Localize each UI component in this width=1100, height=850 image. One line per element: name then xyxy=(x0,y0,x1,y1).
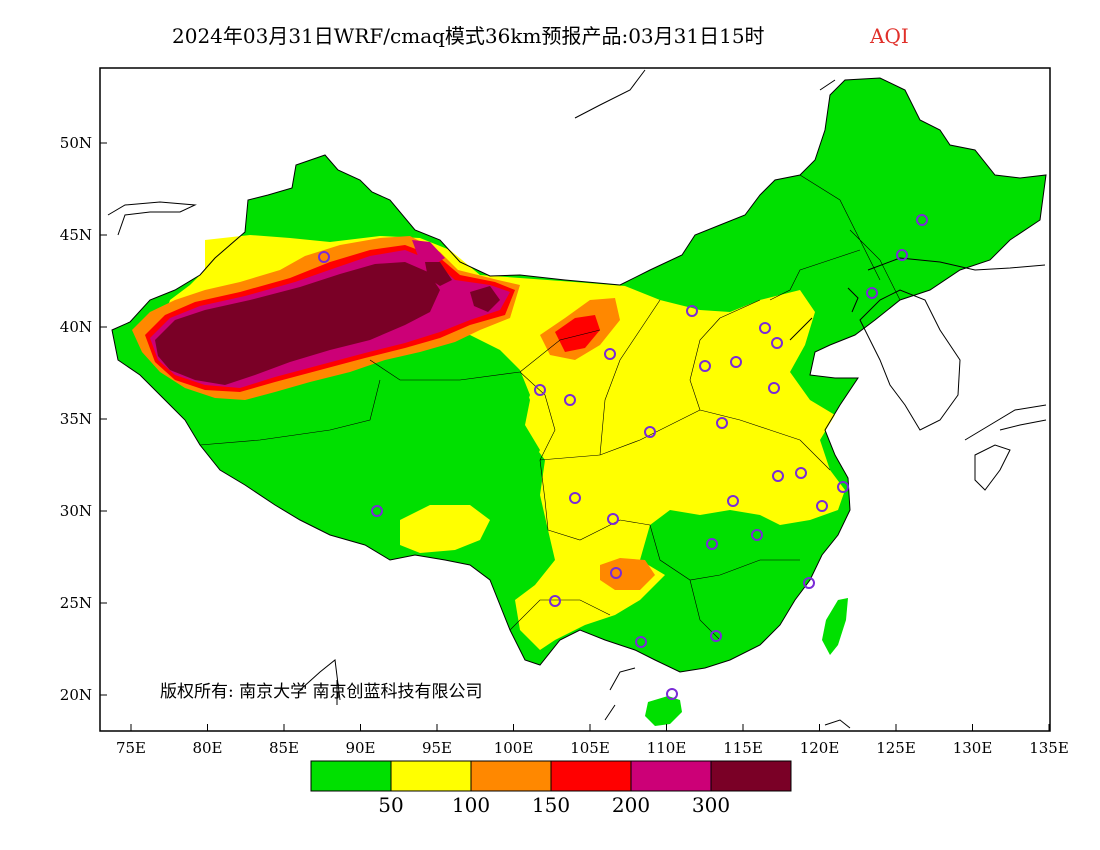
y-tick-label: 30N xyxy=(60,502,92,520)
station-marker xyxy=(666,688,678,700)
map-frame xyxy=(99,67,1051,732)
y-tick-label: 25N xyxy=(60,594,92,612)
y-tick-label: 20N xyxy=(60,686,92,704)
x-tick-label: 95E xyxy=(422,739,452,757)
x-tick-label: 125E xyxy=(876,739,916,757)
station-marker xyxy=(569,492,581,504)
legend-swatch xyxy=(470,760,552,792)
x-tick-label: 115E xyxy=(723,739,763,757)
legend-label: 50 xyxy=(378,793,403,817)
station-marker xyxy=(610,567,622,579)
station-marker xyxy=(604,348,616,360)
monitoring-stations xyxy=(318,214,928,700)
x-tick-label: 100E xyxy=(494,739,534,757)
aqi-moderate-region-south xyxy=(400,505,490,553)
station-marker xyxy=(699,360,711,372)
y-tick-label: 50N xyxy=(60,134,92,152)
province-borders xyxy=(199,174,901,641)
station-marker xyxy=(710,630,722,642)
southeast-asia-coast xyxy=(299,659,851,729)
station-marker xyxy=(730,356,742,368)
legend-swatch xyxy=(310,760,392,792)
station-marker xyxy=(916,214,928,226)
legend-swatch xyxy=(710,760,792,792)
y-tick-label: 45N xyxy=(60,226,92,244)
x-tick-label: 135E xyxy=(1029,739,1069,757)
legend-label: 300 xyxy=(692,793,730,817)
station-marker xyxy=(727,495,739,507)
legend-swatch xyxy=(390,760,472,792)
legend-swatch xyxy=(630,760,712,792)
x-tick-label: 85E xyxy=(269,739,299,757)
station-marker xyxy=(768,382,780,394)
variable-label: AQI xyxy=(869,24,909,48)
national-border xyxy=(111,77,1047,673)
copyright-notice: 版权所有: 南京大学 南京创蓝科技有限公司 xyxy=(160,682,483,702)
aqi-hazardous-spot xyxy=(425,262,452,286)
y-tick-label: 40N xyxy=(60,318,92,336)
taiwan-island xyxy=(822,598,848,655)
x-tick-label: 110E xyxy=(647,739,687,757)
x-axis: 75E 80E 85E 90E 95E 100E 105E 110E 115E 120E 125E 1… xyxy=(116,724,1069,757)
y-tick-label: 35N xyxy=(60,410,92,428)
hainan-island xyxy=(645,696,682,726)
x-tick-label: 75E xyxy=(116,739,146,757)
korean-peninsula xyxy=(859,289,961,431)
station-marker xyxy=(534,384,546,396)
x-tick-label: 120E xyxy=(800,739,840,757)
neighbor-borders xyxy=(574,69,1046,271)
legend-label: 200 xyxy=(612,793,650,817)
station-marker xyxy=(795,467,807,479)
station-marker xyxy=(564,394,576,406)
aqi-usg-region-guizhou xyxy=(600,558,655,590)
station-marker xyxy=(716,417,728,429)
x-tick-label: 130E xyxy=(953,739,993,757)
aqi-unhealthy-spot xyxy=(555,315,600,352)
aqi-hazardous-region xyxy=(155,262,440,385)
station-marker xyxy=(635,636,647,648)
station-marker xyxy=(866,287,878,299)
station-marker xyxy=(896,249,908,261)
x-tick-label: 80E xyxy=(192,739,222,757)
station-marker xyxy=(751,529,763,541)
station-marker xyxy=(772,470,784,482)
station-marker xyxy=(549,595,561,607)
x-tick-label: 105E xyxy=(570,739,610,757)
legend-swatch xyxy=(550,760,632,792)
station-marker xyxy=(837,481,849,493)
map-title: 2024年03月31日WRF/cmaq模式36km预报产品:03月31日15时 xyxy=(172,24,765,48)
station-marker xyxy=(706,538,718,550)
station-marker xyxy=(759,322,771,334)
caspian-sea xyxy=(107,201,197,236)
japan-coast xyxy=(964,404,1047,491)
station-marker xyxy=(686,305,698,317)
legend-label: 100 xyxy=(452,793,490,817)
y-axis: 50N 45N 40N 35N 30N 25N 20N xyxy=(60,134,107,704)
map-area: 版权所有: 南京大学 南京创蓝科技有限公司 xyxy=(107,69,1047,729)
station-marker xyxy=(607,513,619,525)
bohai-coast xyxy=(789,287,859,341)
legend-label: 150 xyxy=(532,793,570,817)
color-legend: 50 100 150 200 300 xyxy=(310,760,792,817)
station-marker xyxy=(371,505,383,517)
x-tick-label: 90E xyxy=(345,739,375,757)
aqi-hazardous-spot xyxy=(470,286,500,312)
station-marker xyxy=(816,500,828,512)
station-marker xyxy=(771,337,783,349)
station-marker xyxy=(644,426,656,438)
station-marker xyxy=(318,251,330,263)
aqi-very-unhealthy-spot xyxy=(412,240,445,266)
station-marker xyxy=(803,577,815,589)
